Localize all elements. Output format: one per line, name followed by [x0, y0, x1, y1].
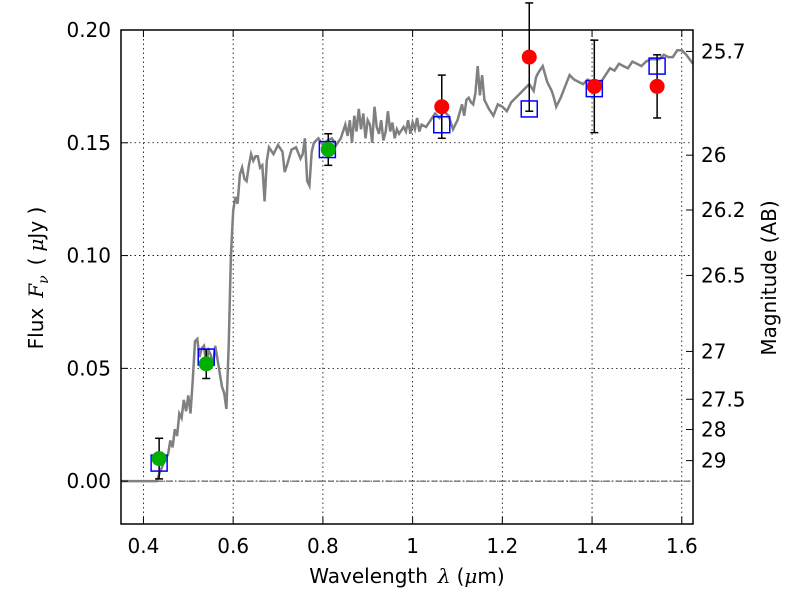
x-tick-label: 0.6	[217, 534, 249, 558]
observed-flux-point	[320, 142, 336, 158]
plot-frame	[120, 29, 694, 525]
model-flux-square	[520, 100, 539, 118]
magnitude-axis-label: Magnitude (AB)	[757, 200, 781, 355]
y-tick-label: 0.00	[66, 469, 111, 493]
model-flux-square	[433, 115, 451, 134]
magnitude-tick-label: 25.7	[701, 39, 746, 63]
magnitude-tick-label: 26	[701, 143, 726, 167]
observed-flux-point	[151, 451, 167, 467]
y-tick-label: 0.20	[66, 18, 111, 42]
y-tick-label: 0.10	[66, 244, 111, 268]
grid-lines	[121, 29, 693, 524]
x-tick-label: 1.6	[666, 534, 698, 558]
y-tick-label: 0.15	[66, 131, 111, 155]
magnitude-tick-label: 27	[701, 339, 726, 363]
axis-ticks: 0.4 0.6 0.8 1 1.2 1.4 1.6 0.00 0.05 0.10 0.15 0.20 2…	[66, 18, 745, 558]
magnitude-tick-label: 27.5	[701, 387, 746, 411]
observed-flux-point	[649, 78, 665, 94]
magnitude-tick-label: 26.5	[701, 263, 746, 287]
observed-flux-point	[586, 78, 602, 94]
y-tick-label: 0.05	[66, 356, 111, 380]
x-tick-label: 0.8	[307, 534, 339, 558]
model-flux-square	[648, 57, 666, 75]
observed-flux-point	[434, 99, 450, 115]
magnitude-tick-label: 28	[701, 417, 726, 441]
x-tick-label: 0.4	[128, 534, 160, 558]
x-tick-label: 1.4	[576, 534, 608, 558]
x-axis-label: Wavelength λ (μm)	[309, 564, 504, 588]
sed-spectrum-line	[121, 49, 693, 483]
observed-flux-point	[198, 356, 214, 372]
magnitude-tick-label: 29	[701, 449, 726, 473]
observed-flux-points	[151, 49, 665, 467]
magnitude-tick-label: 26.2	[701, 198, 746, 222]
observed-flux-point	[521, 49, 537, 65]
x-tick-label: 1	[406, 534, 419, 558]
x-tick-label: 1.2	[486, 534, 518, 558]
y-axis-label: FluxFν(μJy )	[24, 207, 52, 350]
